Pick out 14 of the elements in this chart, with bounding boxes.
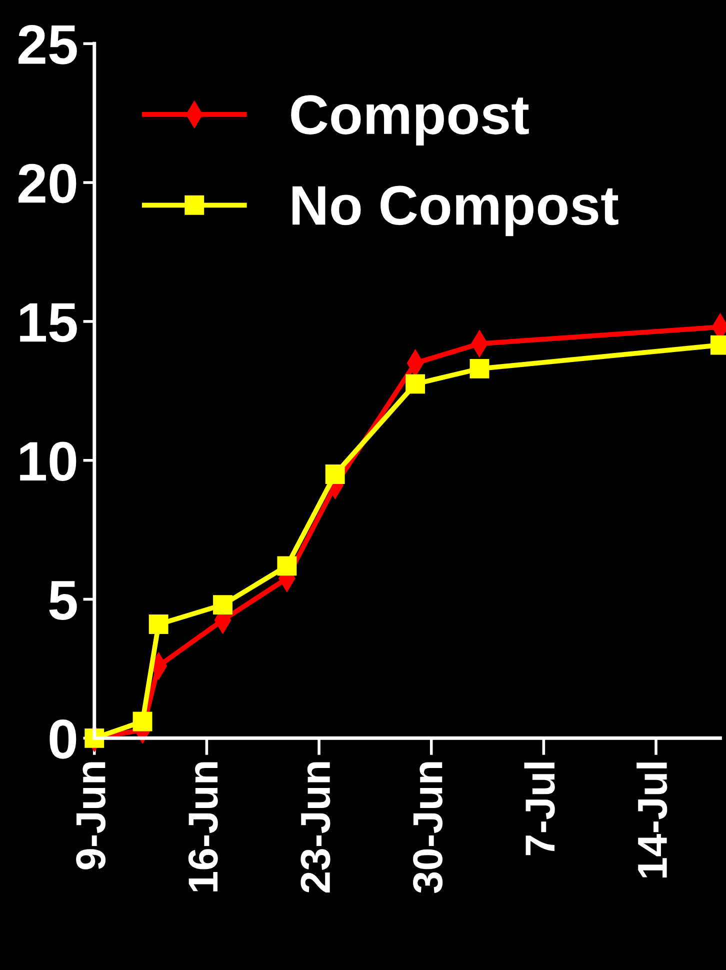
y-tick-label: 25 xyxy=(18,24,77,64)
x-tick-label: 16-Jun xyxy=(188,762,218,892)
y-tick-label: 15 xyxy=(20,303,77,342)
y-tick-label: 5 xyxy=(49,581,77,620)
x-tick-label: 30-Jun xyxy=(413,762,443,894)
legend-label: No Compost xyxy=(292,186,618,236)
x-tick-label: 9-Jun xyxy=(76,762,106,870)
x-tick-label: 14-Jul xyxy=(636,762,668,878)
legend-label: Compost xyxy=(291,95,529,146)
y-tick-label: 0 xyxy=(50,720,76,759)
x-tick-label: 7-Jul xyxy=(524,762,555,856)
y-tick-label: 10 xyxy=(20,442,76,482)
x-tick-label: 23-Jun xyxy=(300,762,330,893)
y-tick-label: 20 xyxy=(18,164,76,204)
